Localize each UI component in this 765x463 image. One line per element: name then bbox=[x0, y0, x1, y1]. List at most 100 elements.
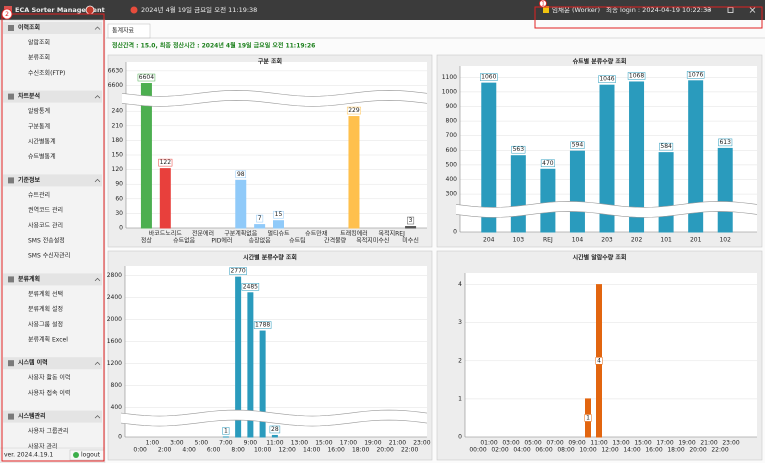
x-tick-label: 구분계획없음 bbox=[224, 230, 258, 238]
bar bbox=[273, 220, 284, 229]
section-header[interactable] bbox=[3, 273, 102, 286]
menu-item[interactable]: 알람조회 bbox=[28, 39, 50, 47]
bar bbox=[259, 330, 266, 438]
section-header[interactable] bbox=[3, 174, 102, 187]
x-tick-label: 10:00 bbox=[254, 447, 271, 454]
bar bbox=[254, 224, 266, 229]
menu-item[interactable]: 분류조회 bbox=[28, 54, 50, 62]
section-header[interactable] bbox=[3, 90, 102, 103]
menu-item[interactable]: 사용자 그룹관리 bbox=[28, 427, 69, 435]
x-tick-label: 14:00 bbox=[623, 447, 640, 454]
close-button[interactable] bbox=[749, 7, 756, 13]
x-tick-label: 송장없음 bbox=[249, 237, 272, 245]
section-icon bbox=[8, 413, 14, 420]
x-tick-label: 15:00 bbox=[315, 440, 332, 447]
axis-break-line bbox=[121, 100, 428, 107]
x-tick-label: REJ bbox=[543, 237, 553, 244]
menu-item[interactable]: 분류계획 Excel bbox=[28, 336, 68, 344]
menu-item[interactable]: 시간별통계 bbox=[28, 138, 56, 146]
menu-item[interactable]: 사용코드 관리 bbox=[28, 221, 63, 229]
y-tick-label: 800 bbox=[446, 118, 458, 125]
value-label: 6604 bbox=[139, 74, 154, 81]
bar bbox=[247, 292, 254, 438]
menu-item[interactable]: 슈트별통계 bbox=[28, 153, 56, 161]
value-label-box bbox=[584, 414, 592, 422]
menu-item[interactable]: 사용자 접속 이력 bbox=[28, 389, 70, 397]
value-label-box bbox=[595, 357, 603, 365]
value-label: 594 bbox=[572, 142, 584, 149]
x-tick-label: PID에러 bbox=[211, 237, 232, 245]
x-tick-label: 19:00 bbox=[678, 440, 695, 447]
section-icon bbox=[8, 25, 14, 31]
x-tick-label: 14:00 bbox=[303, 447, 320, 454]
x-tick-label: 06:00 bbox=[535, 447, 552, 454]
value-label-box bbox=[540, 159, 555, 168]
menu-item[interactable]: 사용자 활동 이력 bbox=[28, 374, 70, 382]
x-tick-label: 21:00 bbox=[389, 440, 406, 447]
chart-title: 구분 조회 bbox=[258, 58, 282, 66]
y-tick-label: 0 bbox=[453, 229, 457, 236]
menu-item[interactable]: 알람통계 bbox=[28, 107, 50, 115]
value-label-box bbox=[229, 267, 247, 275]
y-tick-label: 400 bbox=[446, 176, 458, 183]
value-label: 28 bbox=[271, 426, 279, 433]
logout-icon bbox=[73, 452, 79, 458]
menu-item[interactable]: 슈트관리 bbox=[28, 191, 50, 199]
menu-item[interactable]: 분류계획 설정 bbox=[28, 305, 63, 313]
x-tick-label: 6:00 bbox=[207, 447, 221, 454]
value-label: 584 bbox=[660, 143, 672, 150]
y-tick-label: 800 bbox=[111, 382, 123, 389]
section-header[interactable] bbox=[3, 357, 102, 370]
y-tick-label: 90 bbox=[115, 181, 123, 188]
menu-item[interactable]: 사용그룹 설정 bbox=[28, 320, 63, 328]
axis-break-line bbox=[120, 419, 428, 427]
menu-item[interactable]: SMS 전송설정 bbox=[28, 237, 65, 245]
section-icon bbox=[8, 177, 14, 184]
x-tick-label: 202 bbox=[631, 237, 643, 244]
value-label-box bbox=[598, 75, 616, 83]
value-label-box bbox=[659, 142, 674, 151]
axis-break bbox=[122, 90, 427, 107]
menu-item[interactable]: 분류계획 선택 bbox=[28, 290, 63, 298]
value-label-box bbox=[570, 141, 585, 149]
value-label: 1788 bbox=[255, 322, 270, 329]
section-header[interactable] bbox=[3, 22, 102, 34]
section-title: 차트분석 bbox=[18, 92, 40, 100]
x-tick-label: 18:00 bbox=[352, 447, 369, 454]
x-tick-label: 바코드노리드 bbox=[149, 230, 183, 238]
x-tick-label: 12:00 bbox=[278, 447, 295, 454]
value-label-box bbox=[253, 321, 272, 329]
x-tick-label: 16:00 bbox=[645, 447, 662, 454]
menu-item[interactable]: 구분통계 bbox=[28, 122, 50, 130]
x-tick-label: 20:00 bbox=[376, 447, 393, 454]
axis-break-line bbox=[455, 211, 758, 218]
x-tick-label: 슈트만재 bbox=[305, 230, 327, 238]
section-icon bbox=[8, 360, 14, 367]
value-label-box bbox=[241, 283, 260, 291]
x-tick-label: 203 bbox=[601, 237, 613, 244]
x-tick-label: 08:00 bbox=[557, 447, 574, 454]
section-title: 시스템 이력 bbox=[18, 359, 48, 367]
y-tick-label: 2400 bbox=[107, 294, 122, 301]
menu-item[interactable]: 권역코드 관리 bbox=[28, 206, 63, 214]
x-tick-label: 전문에러 bbox=[192, 230, 214, 238]
value-label: 2485 bbox=[243, 283, 258, 290]
chart-title: 시간별 알람수량 조회 bbox=[573, 254, 627, 262]
x-tick-label: 정상 bbox=[141, 237, 153, 245]
menu-item[interactable]: SMS 수신자관리 bbox=[28, 252, 70, 260]
menu-item[interactable]: 사용자 관리 bbox=[28, 442, 58, 450]
collapse-icon bbox=[94, 361, 101, 365]
bar bbox=[540, 168, 556, 233]
user-icon bbox=[543, 6, 549, 13]
annotation-box bbox=[1, 13, 105, 462]
section-header[interactable] bbox=[3, 410, 102, 423]
x-tick-label: 19:00 bbox=[364, 440, 381, 447]
bar bbox=[599, 84, 615, 233]
x-tick-label: 15:00 bbox=[634, 440, 651, 447]
menu-item[interactable]: 수신조회(FTP) bbox=[28, 69, 65, 77]
value-label-box bbox=[137, 73, 156, 82]
menu-icon[interactable] bbox=[85, 5, 95, 15]
value-label-box bbox=[273, 210, 284, 219]
chart-title: 시간별 분류수량 조회 bbox=[243, 254, 297, 262]
